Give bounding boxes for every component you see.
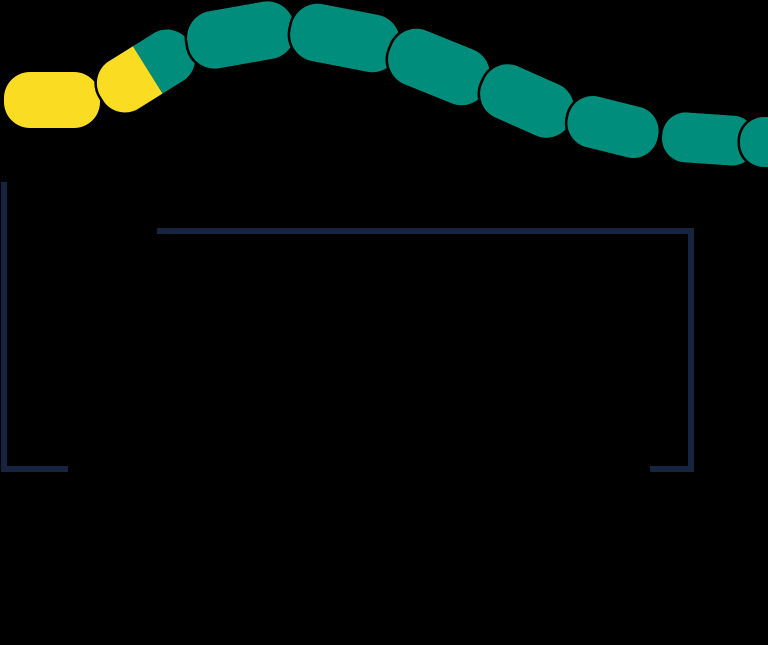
pill-segment [737, 114, 768, 170]
pill-fill-solid [562, 90, 664, 164]
pill-fill-solid [660, 110, 758, 168]
pill-fill [285, 0, 405, 77]
pill-fill [182, 0, 300, 73]
inner-right-bracket [157, 228, 694, 472]
pill-fill [471, 55, 583, 147]
pill-fill [87, 19, 205, 123]
pill-fill [379, 20, 499, 114]
bracket-group [1, 182, 694, 472]
pill-fill-solid [4, 72, 100, 128]
pill-fill [4, 72, 100, 128]
pill-chain-group [1, 0, 768, 170]
pill-segment [562, 90, 664, 164]
pill-fill-solid [182, 0, 300, 73]
pill-fill-solid [471, 55, 583, 147]
outer-left-bracket [1, 182, 68, 472]
pill-segment [87, 19, 205, 123]
pill-segment [1, 69, 103, 131]
pill-fill-solid [379, 20, 499, 114]
pill-fill-solid [285, 0, 405, 77]
pill-fill [660, 110, 758, 168]
pill-fill-teal [132, 19, 205, 94]
pill-fill [562, 90, 664, 164]
pill-fill-yellow [87, 46, 163, 123]
